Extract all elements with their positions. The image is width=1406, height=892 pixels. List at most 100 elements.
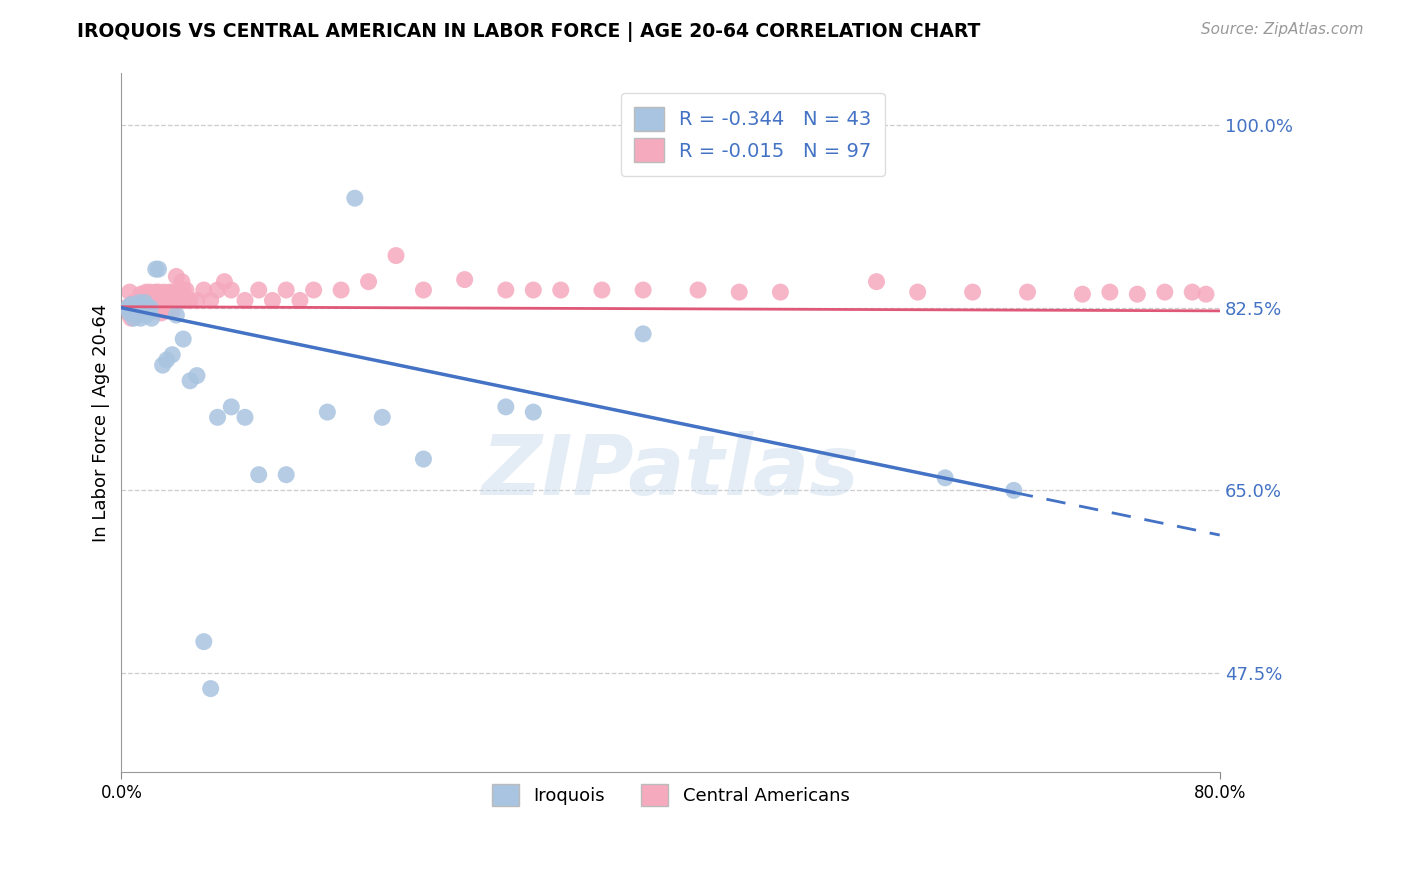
- Point: [128, 306, 150, 320]
- Point: [169, 293, 191, 308]
- Point: [167, 285, 190, 299]
- Point: [907, 285, 929, 299]
- Point: [276, 283, 298, 297]
- Point: [162, 285, 184, 299]
- Point: [193, 283, 215, 297]
- Point: [136, 301, 159, 315]
- Point: [124, 301, 146, 315]
- Point: [591, 283, 613, 297]
- Point: [170, 275, 193, 289]
- Point: [631, 326, 654, 341]
- Point: [127, 301, 149, 315]
- Point: [135, 308, 157, 322]
- Point: [214, 275, 236, 289]
- Point: [357, 275, 380, 289]
- Point: [962, 285, 984, 299]
- Point: [769, 285, 792, 299]
- Point: [141, 293, 163, 308]
- Point: [1195, 287, 1218, 301]
- Point: [200, 681, 222, 696]
- Point: [934, 471, 956, 485]
- Point: [495, 400, 517, 414]
- Point: [276, 467, 298, 482]
- Point: [1098, 285, 1121, 299]
- Point: [1126, 287, 1149, 301]
- Point: [129, 311, 152, 326]
- Point: [143, 304, 166, 318]
- Point: [132, 301, 155, 315]
- Point: [139, 285, 162, 299]
- Point: [728, 285, 751, 299]
- Point: [262, 293, 284, 308]
- Point: [233, 410, 256, 425]
- Point: [134, 290, 156, 304]
- Point: [131, 306, 153, 320]
- Point: [219, 400, 242, 414]
- Point: [141, 311, 163, 326]
- Point: [118, 306, 141, 320]
- Point: [117, 306, 139, 320]
- Point: [121, 301, 143, 315]
- Point: [385, 249, 408, 263]
- Point: [1153, 285, 1175, 299]
- Point: [186, 293, 208, 308]
- Point: [131, 295, 153, 310]
- Point: [288, 293, 311, 308]
- Point: [149, 293, 172, 308]
- Point: [631, 283, 654, 297]
- Point: [174, 283, 197, 297]
- Point: [176, 293, 198, 308]
- Point: [1002, 483, 1025, 498]
- Point: [1017, 285, 1039, 299]
- Point: [186, 368, 208, 383]
- Legend: Iroquois, Central Americans: Iroquois, Central Americans: [482, 775, 859, 815]
- Point: [134, 295, 156, 310]
- Point: [165, 269, 187, 284]
- Point: [153, 285, 176, 299]
- Point: [118, 285, 141, 299]
- Point: [166, 293, 188, 308]
- Point: [343, 191, 366, 205]
- Point: [114, 301, 136, 315]
- Point: [146, 295, 169, 310]
- Point: [129, 287, 152, 301]
- Point: [156, 352, 179, 367]
- Point: [127, 295, 149, 310]
- Point: [522, 283, 544, 297]
- Point: [200, 293, 222, 308]
- Point: [160, 293, 183, 308]
- Point: [120, 311, 142, 326]
- Point: [233, 293, 256, 308]
- Point: [207, 283, 229, 297]
- Point: [412, 283, 434, 297]
- Point: [121, 306, 143, 320]
- Text: IROQUOIS VS CENTRAL AMERICAN IN LABOR FORCE | AGE 20-64 CORRELATION CHART: IROQUOIS VS CENTRAL AMERICAN IN LABOR FO…: [77, 22, 981, 42]
- Point: [155, 293, 177, 308]
- Point: [128, 295, 150, 310]
- Y-axis label: In Labor Force | Age 20-64: In Labor Force | Age 20-64: [93, 303, 110, 541]
- Point: [152, 358, 174, 372]
- Point: [162, 348, 184, 362]
- Point: [302, 283, 325, 297]
- Point: [142, 295, 165, 310]
- Point: [865, 275, 887, 289]
- Point: [172, 283, 194, 297]
- Point: [135, 285, 157, 299]
- Text: ZIPatlas: ZIPatlas: [482, 431, 859, 512]
- Point: [1181, 285, 1204, 299]
- Text: Source: ZipAtlas.com: Source: ZipAtlas.com: [1201, 22, 1364, 37]
- Point: [207, 410, 229, 425]
- Point: [139, 301, 162, 315]
- Point: [247, 283, 270, 297]
- Point: [138, 306, 160, 320]
- Point: [330, 283, 353, 297]
- Point: [550, 283, 572, 297]
- Point: [686, 283, 709, 297]
- Point: [179, 374, 201, 388]
- Point: [412, 452, 434, 467]
- Point: [219, 283, 242, 297]
- Point: [138, 293, 160, 308]
- Point: [179, 293, 201, 308]
- Point: [1071, 287, 1094, 301]
- Point: [120, 298, 142, 312]
